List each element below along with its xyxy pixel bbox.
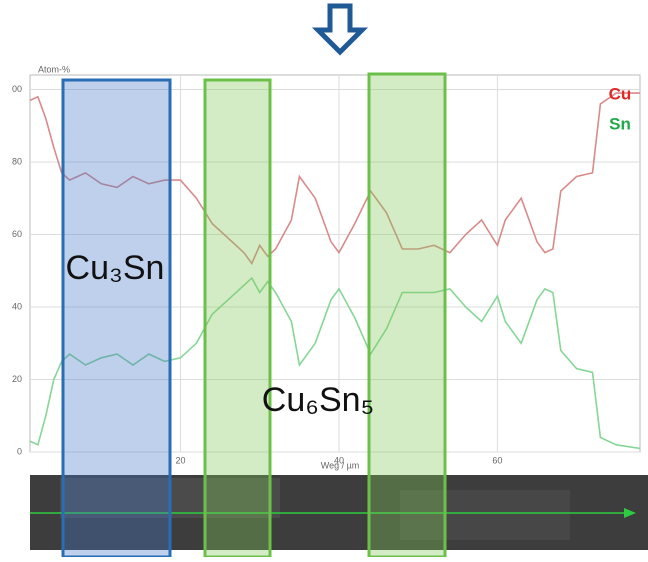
- phase-region: [369, 74, 445, 557]
- x-tick-label: 40: [334, 455, 344, 465]
- legend-label: Sn: [609, 114, 631, 133]
- down-arrow: [318, 6, 362, 52]
- phase-region: [205, 80, 270, 557]
- y-tick-label: 80: [12, 156, 22, 166]
- annotation: Cu₃Sn: [66, 249, 165, 287]
- x-tick-label: 20: [176, 455, 186, 465]
- y-tick-label: 20: [12, 374, 22, 384]
- y-tick-label: 0: [17, 446, 22, 456]
- phase-region: [63, 80, 170, 557]
- x-tick-label: 60: [492, 455, 502, 465]
- annotation: Cu₆Sn₅: [262, 381, 374, 419]
- figure: Atom-% Weg / µm Cu₃Sn Cu₆Sn₅ 02040608000…: [0, 0, 648, 557]
- y-tick-label: 60: [12, 229, 22, 239]
- y-tick-label: 40: [12, 301, 22, 311]
- y-axis-label: Atom-%: [38, 64, 70, 74]
- y-tick-label: 00: [12, 84, 22, 94]
- legend-label: Cu: [609, 84, 632, 103]
